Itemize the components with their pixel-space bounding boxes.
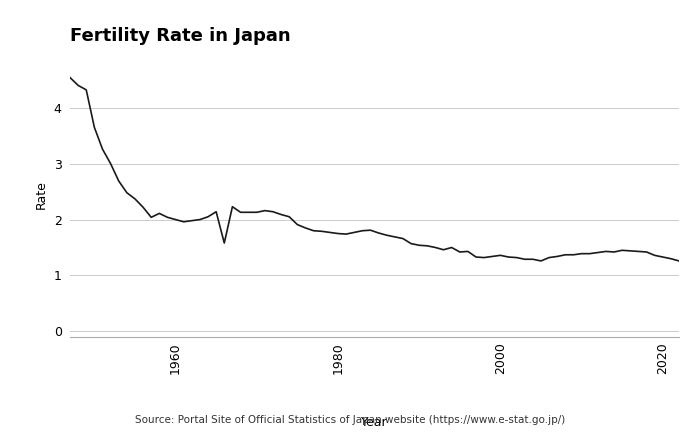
Text: Fertility Rate in Japan: Fertility Rate in Japan	[70, 27, 290, 45]
Y-axis label: Rate: Rate	[35, 180, 48, 209]
Text: Source: Portal Site of Official Statistics of Japan website (https://www.e-stat.: Source: Portal Site of Official Statisti…	[135, 415, 565, 426]
X-axis label: Year: Year	[361, 416, 388, 429]
